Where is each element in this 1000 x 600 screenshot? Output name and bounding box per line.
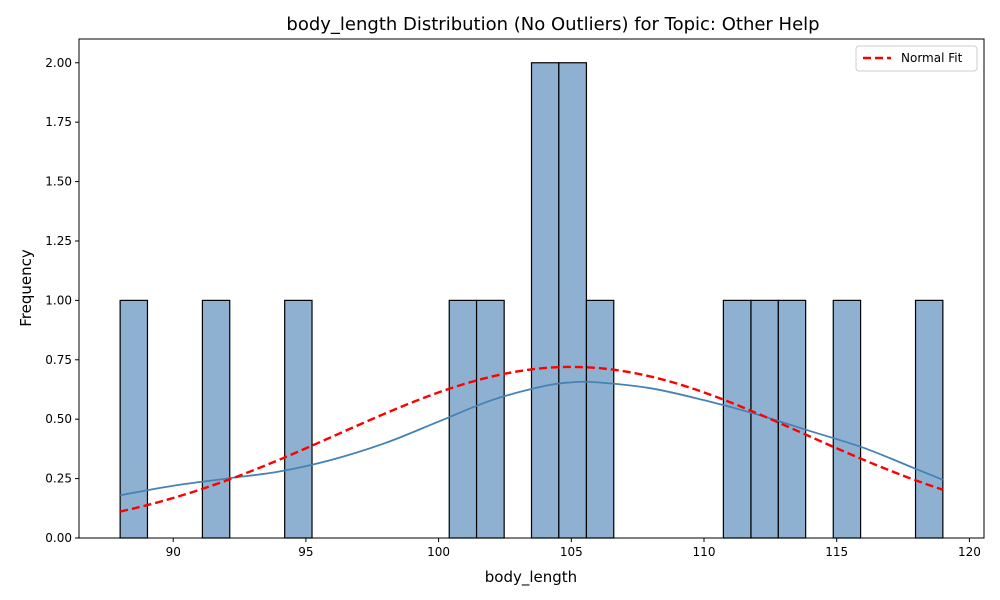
histogram-bar [914, 299, 944, 539]
histogram-bar [284, 299, 313, 539]
x-axis-label: body_length [485, 568, 577, 587]
histogram-bar [777, 299, 807, 539]
x-tick-label: 115 [825, 545, 848, 559]
histogram-bar [585, 299, 615, 539]
legend: Normal Fit [855, 45, 978, 72]
y-tick-label: 1.00 [45, 293, 72, 307]
x-tick-label: 110 [693, 545, 716, 559]
legend-normal-fit-label: Normal Fit [901, 51, 963, 65]
x-tick-label: 90 [166, 545, 181, 559]
x-tick-label: 105 [560, 545, 583, 559]
histogram-bar [530, 62, 560, 539]
histogram-bar [722, 299, 752, 539]
histogram-bar [201, 299, 231, 539]
chart-title: body_length Distribution (No Outliers) f… [286, 14, 819, 35]
normal-fit-line [119, 365, 944, 513]
y-tick-label: 2.00 [45, 56, 72, 70]
legend-box [855, 45, 978, 72]
y-tick-label: 0.50 [45, 412, 72, 426]
x-tick-label: 120 [958, 545, 981, 559]
x-tick-label: 95 [298, 545, 313, 559]
y-tick-label: 1.50 [45, 175, 72, 189]
y-tick-label: 1.25 [45, 234, 72, 248]
histogram-bar [832, 299, 862, 539]
y-tick-label: 0.75 [45, 353, 72, 367]
histogram-bar [475, 299, 505, 539]
histogram-bar [558, 62, 588, 539]
y-axis-label: Frequency [17, 249, 35, 327]
y-tick-label: 1.75 [45, 115, 72, 129]
plot-area: 90 95 100 105 110 115 120 0.00 0.25 0.50 0.75 1.00 1… [45, 38, 985, 559]
axes-frame [78, 38, 985, 539]
x-tick-label: 100 [427, 545, 450, 559]
y-tick-label: 0.25 [45, 472, 72, 486]
histogram-bar [119, 299, 149, 539]
y-tick-label: 0.00 [45, 531, 72, 545]
histogram-bar [448, 299, 478, 539]
kde-line [119, 380, 944, 497]
